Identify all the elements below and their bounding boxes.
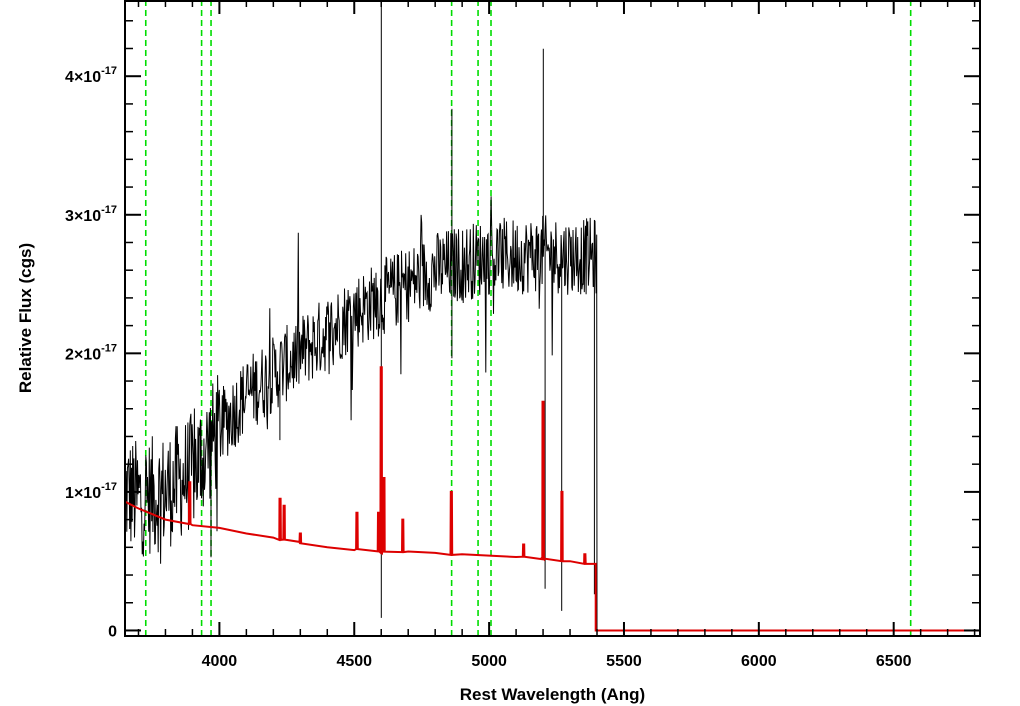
y-axis-label: Relative Flux (cgs) — [16, 243, 35, 393]
x-tick-label: 5000 — [471, 653, 507, 670]
series-continuum-fit — [124, 366, 980, 632]
reference-lines — [144, 0, 912, 636]
x-tick-label: 5500 — [606, 653, 642, 670]
x-axis-ticks: 4000 4500 5000 5500 6000 6500 — [137, 0, 976, 670]
plot-frame — [124, 0, 981, 637]
x-tick-label: 4000 — [202, 653, 238, 670]
y-axis-ticks: 0 1×10-17 2×10-17 3×10-17 4×10-17 — [65, 20, 980, 640]
series-observed-spectrum — [124, 0, 598, 631]
y-tick-label: 1×10-17 — [65, 481, 117, 502]
x-tick-label: 6500 — [876, 653, 912, 670]
x-axis-label: Rest Wavelength (Ang) — [460, 685, 645, 704]
y-tick-label: 2×10-17 — [65, 342, 117, 363]
x-tick-label: 4500 — [336, 653, 372, 670]
series-layer — [124, 0, 980, 632]
y-tick-label: 0 — [108, 623, 117, 640]
y-tick-label: 4×10-17 — [65, 65, 117, 86]
x-tick-label: 6000 — [741, 653, 777, 670]
y-tick-label: 3×10-17 — [65, 204, 117, 225]
